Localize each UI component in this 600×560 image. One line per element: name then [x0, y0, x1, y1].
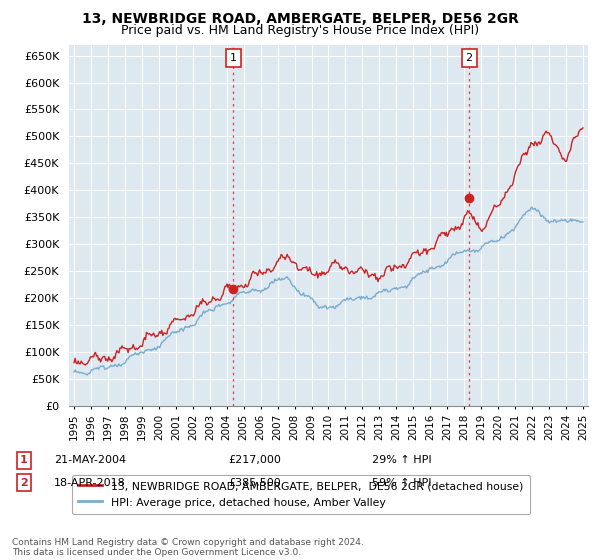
Text: Price paid vs. HM Land Registry's House Price Index (HPI): Price paid vs. HM Land Registry's House …: [121, 24, 479, 37]
Text: 21-MAY-2004: 21-MAY-2004: [54, 455, 126, 465]
Legend: 13, NEWBRIDGE ROAD, AMBERGATE, BELPER,  DE56 2GR (detached house), HPI: Average : 13, NEWBRIDGE ROAD, AMBERGATE, BELPER, D…: [72, 475, 530, 514]
Text: 59% ↑ HPI: 59% ↑ HPI: [372, 478, 431, 488]
Text: 29% ↑ HPI: 29% ↑ HPI: [372, 455, 431, 465]
Text: 13, NEWBRIDGE ROAD, AMBERGATE, BELPER, DE56 2GR: 13, NEWBRIDGE ROAD, AMBERGATE, BELPER, D…: [82, 12, 518, 26]
Text: £385,500: £385,500: [228, 478, 281, 488]
Text: 1: 1: [230, 53, 236, 63]
Text: 1: 1: [20, 455, 28, 465]
Text: 18-APR-2018: 18-APR-2018: [54, 478, 126, 488]
Text: 2: 2: [466, 53, 473, 63]
Text: Contains HM Land Registry data © Crown copyright and database right 2024.
This d: Contains HM Land Registry data © Crown c…: [12, 538, 364, 557]
Text: £217,000: £217,000: [228, 455, 281, 465]
Text: 2: 2: [20, 478, 28, 488]
